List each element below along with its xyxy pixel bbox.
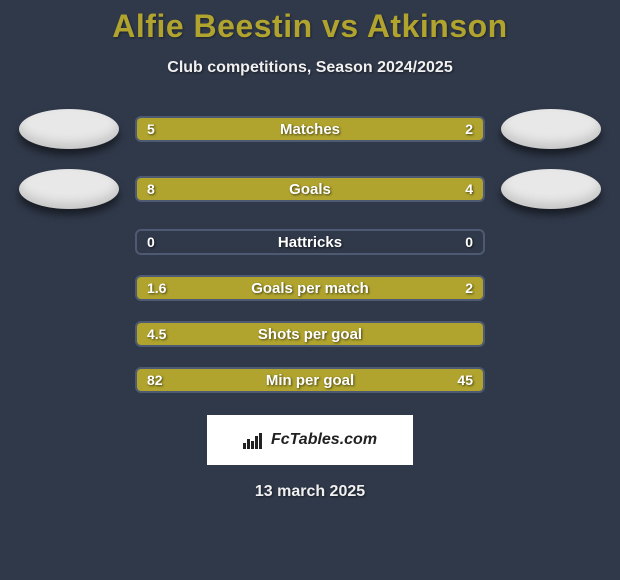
- stat-row: 8Goals4: [0, 169, 620, 209]
- bar-value-right: 2: [465, 118, 473, 140]
- attribution-text: FcTables.com: [271, 431, 377, 449]
- comparison-bar: 4.5Shots per goal: [135, 321, 485, 347]
- avatar-right: [501, 109, 601, 149]
- bar-value-right: 45: [457, 369, 473, 391]
- comparison-bar: 8Goals4: [135, 176, 485, 202]
- bar-label: Matches: [137, 118, 483, 140]
- infographic-container: Alfie Beestin vs Atkinson Club competiti…: [0, 0, 620, 501]
- stat-row: 0Hattricks0: [0, 229, 620, 255]
- stat-row: 1.6Goals per match2: [0, 275, 620, 301]
- comparison-bar: 0Hattricks0: [135, 229, 485, 255]
- comparison-bar: 1.6Goals per match2: [135, 275, 485, 301]
- bar-value-right: 0: [465, 231, 473, 253]
- attribution-badge: FcTables.com: [207, 415, 413, 465]
- bars-icon: [243, 431, 265, 449]
- stats-list: 5Matches2 8Goals4 0Hattricks0 1.6Goals per …: [0, 109, 620, 393]
- stat-row: 4.5Shots per goal: [0, 321, 620, 347]
- bar-label: Hattricks: [137, 231, 483, 253]
- avatar-left: [19, 109, 119, 149]
- bar-label: Shots per goal: [137, 323, 483, 345]
- date-label: 13 march 2025: [0, 483, 620, 501]
- bar-value-right: 4: [465, 178, 473, 200]
- comparison-bar: 5Matches2: [135, 116, 485, 142]
- stat-row: 5Matches2: [0, 109, 620, 149]
- comparison-bar: 82Min per goal45: [135, 367, 485, 393]
- avatar-left: [19, 169, 119, 209]
- bar-label: Goals: [137, 178, 483, 200]
- bar-value-right: 2: [465, 277, 473, 299]
- bar-label: Goals per match: [137, 277, 483, 299]
- page-title: Alfie Beestin vs Atkinson: [0, 8, 620, 45]
- subtitle: Club competitions, Season 2024/2025: [0, 59, 620, 77]
- avatar-right: [501, 169, 601, 209]
- bar-label: Min per goal: [137, 369, 483, 391]
- stat-row: 82Min per goal45: [0, 367, 620, 393]
